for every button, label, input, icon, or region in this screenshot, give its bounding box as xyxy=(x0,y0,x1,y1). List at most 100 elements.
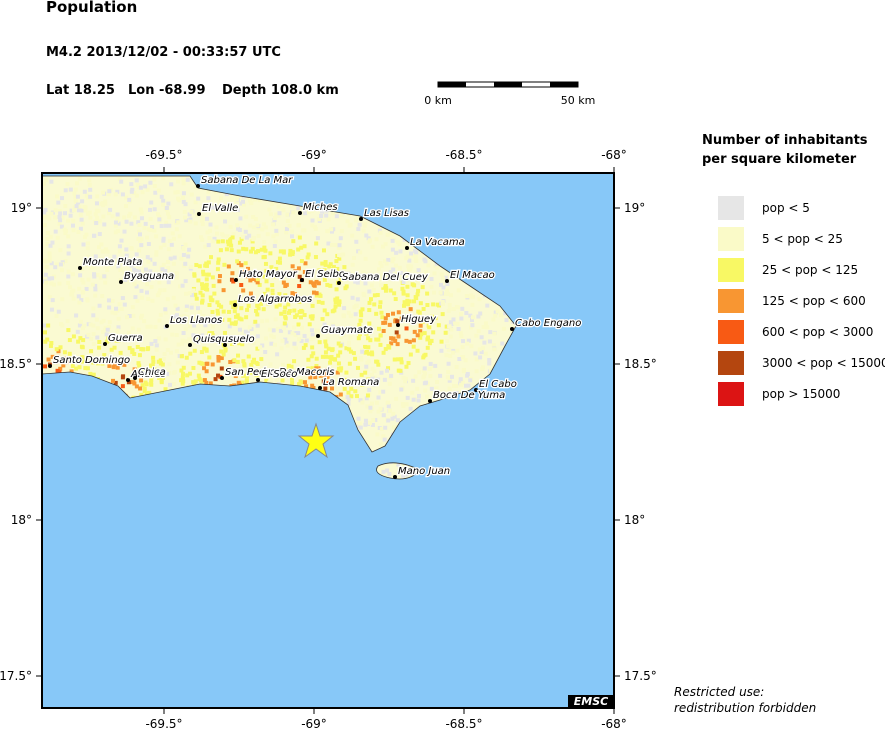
population-cell xyxy=(302,333,307,338)
population-cell xyxy=(116,221,121,226)
population-cell xyxy=(111,378,116,383)
population-cell xyxy=(191,333,196,338)
city-label: Guaymate xyxy=(321,325,373,336)
population-cell xyxy=(192,323,197,328)
population-cell xyxy=(446,370,451,375)
population-cell xyxy=(470,323,475,328)
population-cell xyxy=(149,363,154,368)
population-cell xyxy=(203,244,208,249)
population-cell xyxy=(408,406,413,411)
population-cell xyxy=(53,360,58,365)
city-label: El Seibo xyxy=(305,269,345,280)
population-cell xyxy=(368,405,373,410)
notice: Restricted use: xyxy=(674,685,764,699)
population-cell xyxy=(204,348,209,353)
population-cell xyxy=(77,204,82,209)
population-cell xyxy=(136,229,141,234)
population-cell xyxy=(273,239,278,244)
population-cell xyxy=(323,339,328,344)
population-cell xyxy=(262,240,267,245)
population-cell xyxy=(219,356,224,361)
population-cell xyxy=(117,177,122,182)
population-cell xyxy=(260,227,265,232)
population-cell xyxy=(416,288,421,293)
population-cell xyxy=(147,390,152,395)
population-cell xyxy=(175,190,180,195)
population-cell xyxy=(183,327,188,332)
population-cell xyxy=(139,378,144,383)
population-cell xyxy=(43,364,48,369)
population-cell xyxy=(313,226,318,231)
population-cell xyxy=(336,353,341,358)
city-label: Sabana De La Mar xyxy=(201,175,293,186)
population-cell xyxy=(364,396,369,401)
population-cell xyxy=(50,354,55,359)
population-cell xyxy=(237,228,242,233)
population-cell xyxy=(208,222,213,227)
population-cell xyxy=(71,288,76,293)
population-cell xyxy=(326,346,331,351)
population-cell xyxy=(74,204,79,209)
population-cell xyxy=(193,379,198,384)
population-cell xyxy=(310,332,315,337)
population-cell xyxy=(206,260,211,265)
population-cell xyxy=(159,224,164,229)
population-cell xyxy=(224,192,229,197)
population-cell xyxy=(405,298,410,303)
population-cell xyxy=(248,291,253,296)
population-cell xyxy=(179,378,184,383)
population-cell xyxy=(148,257,153,262)
population-cell xyxy=(145,290,150,295)
population-cell xyxy=(297,337,302,342)
population-cell xyxy=(59,322,64,327)
population-cell xyxy=(302,380,307,385)
population-cell xyxy=(485,325,490,330)
population-cell xyxy=(283,284,288,289)
population-cell xyxy=(161,262,166,267)
population-cell xyxy=(456,327,461,332)
population-cell xyxy=(103,325,108,330)
population-cell xyxy=(326,217,331,222)
population-cell xyxy=(377,267,382,272)
population-cell xyxy=(387,471,392,476)
population-cell xyxy=(180,381,185,386)
city-marker xyxy=(197,212,201,216)
population-cell xyxy=(107,305,112,310)
population-cell xyxy=(58,345,63,350)
population-cell xyxy=(337,243,342,248)
population-cell xyxy=(145,187,150,192)
population-cell xyxy=(152,207,157,212)
population-cell xyxy=(146,259,151,264)
population-cell xyxy=(144,282,149,287)
legend-swatch xyxy=(718,196,744,220)
population-cell xyxy=(134,384,139,389)
population-cell xyxy=(55,368,60,373)
population-cell xyxy=(383,283,388,288)
population-cell xyxy=(345,219,350,224)
population-cell xyxy=(379,283,384,288)
population-cell xyxy=(112,254,117,259)
population-cell xyxy=(377,426,382,431)
population-cell xyxy=(90,282,95,287)
population-cell xyxy=(293,315,298,320)
population-cell xyxy=(318,373,323,378)
population-cell xyxy=(306,209,311,214)
population-cell xyxy=(72,208,77,213)
population-cell xyxy=(272,342,277,347)
population-cell xyxy=(287,223,292,228)
population-cell xyxy=(360,349,365,354)
population-cell xyxy=(376,337,381,342)
population-cell xyxy=(91,332,96,337)
population-cell xyxy=(390,259,395,264)
population-cell xyxy=(447,303,452,308)
population-cell xyxy=(50,240,55,245)
population-cell xyxy=(92,274,97,279)
population-cell xyxy=(311,351,316,356)
population-cell xyxy=(363,256,368,261)
city-marker xyxy=(223,343,227,347)
population-cell xyxy=(242,362,247,367)
population-cell xyxy=(84,286,89,291)
population-cell xyxy=(240,234,245,239)
population-cell xyxy=(143,184,148,189)
